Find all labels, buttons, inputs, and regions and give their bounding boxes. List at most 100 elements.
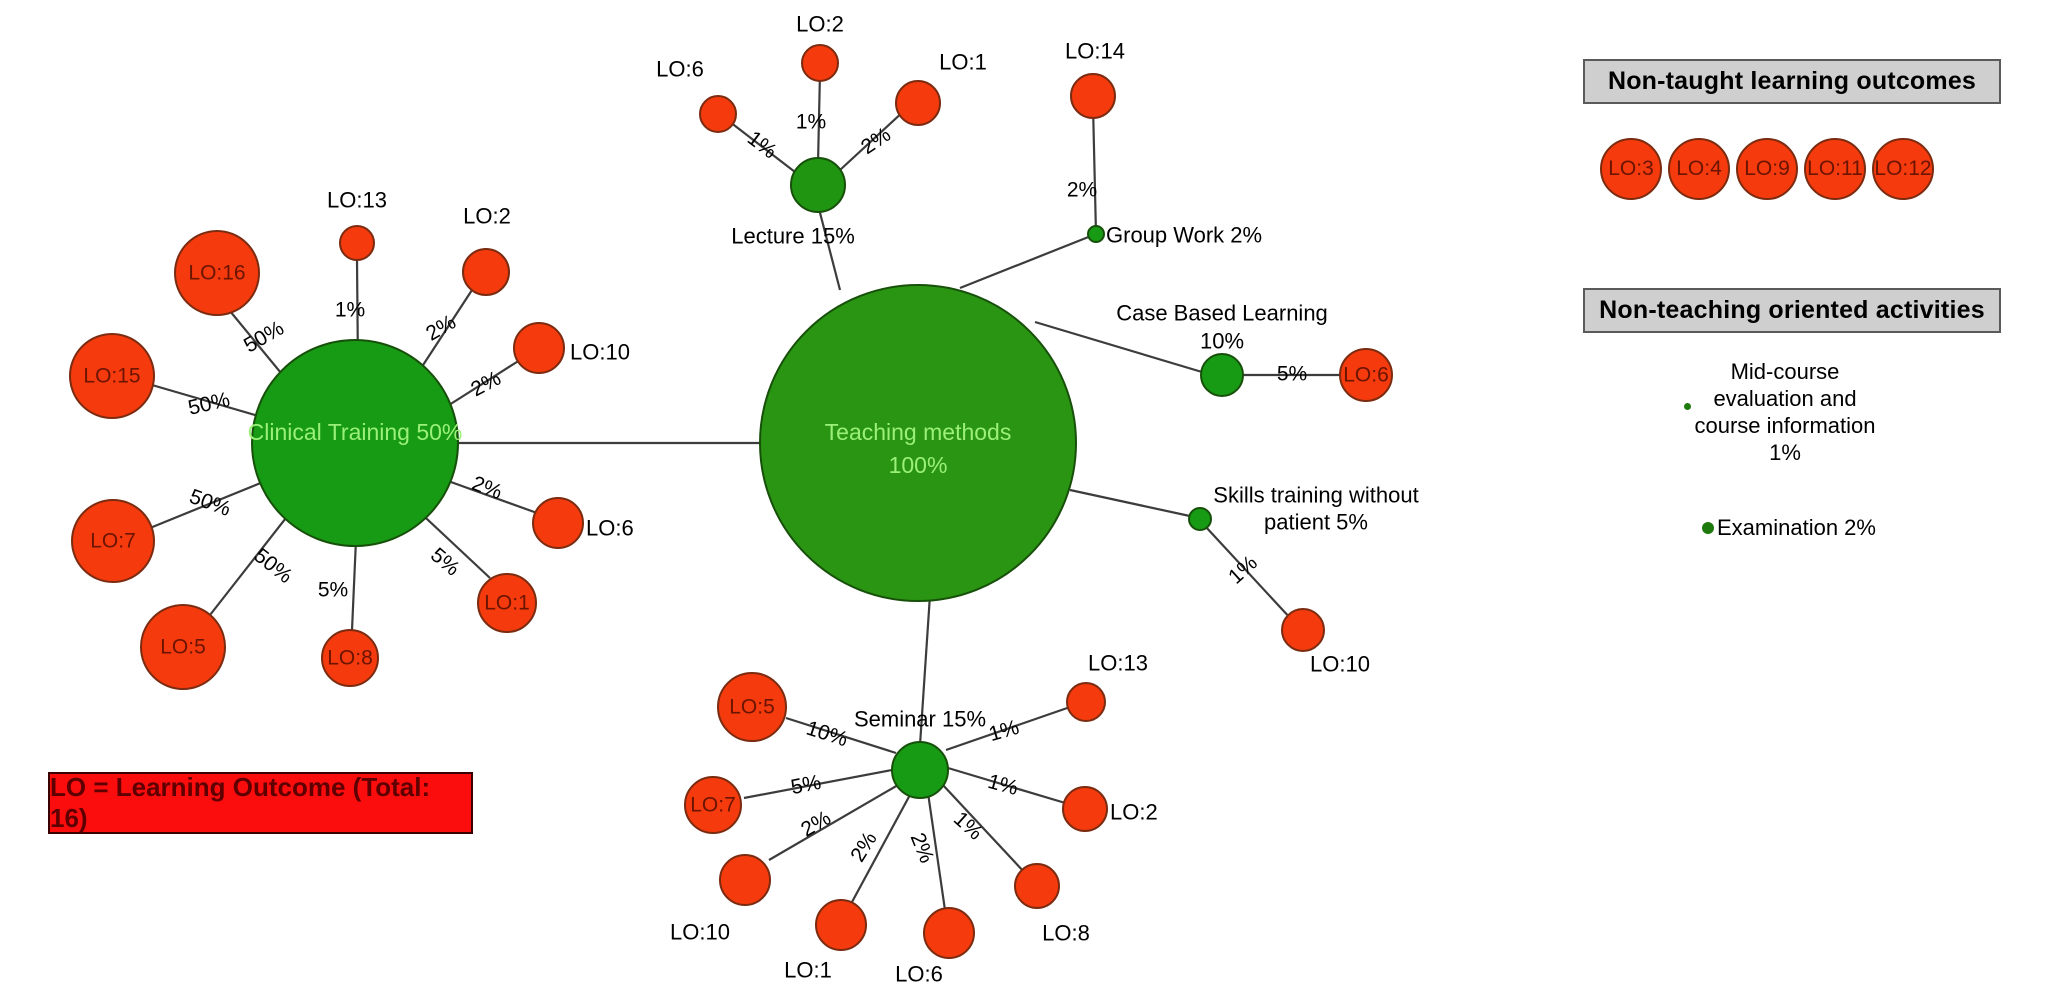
lo-node-clinical-lo13[interactable] bbox=[339, 225, 375, 261]
lo-node-seminar-lo13[interactable] bbox=[1066, 682, 1106, 722]
lo-node-skills-lo10[interactable] bbox=[1281, 608, 1325, 652]
edge-teaching-casebased bbox=[1034, 320, 1213, 377]
lo-node-casebased-lo6[interactable]: LO:6 bbox=[1339, 348, 1393, 402]
hub-label-seminar: Seminar 15% bbox=[854, 707, 986, 732]
edge-pct-clinical-lo7: 50% bbox=[186, 485, 233, 521]
edge-pct-seminar-lo1: 2% bbox=[846, 828, 882, 866]
hub-label-teaching-methods-line2: 100% bbox=[889, 452, 948, 478]
edge-clinical-lo6 bbox=[436, 475, 538, 515]
legend-activity-midcourse: Mid-course evaluation and course informa… bbox=[1660, 358, 1910, 466]
lo-node-lecture-lo1[interactable] bbox=[895, 80, 941, 126]
edge-pct-seminar-lo8: 1% bbox=[949, 807, 987, 844]
edge-group-other bbox=[1091, 104, 1340, 621]
midcourse-dot-icon bbox=[1684, 403, 1691, 410]
lo-label-seminar-lo2: LO:2 bbox=[1110, 800, 1158, 825]
lo-node-clinical-lo8[interactable]: LO:8 bbox=[321, 629, 379, 687]
hub-seminar[interactable]: Seminar 15% bbox=[854, 707, 986, 799]
edge-seminar-lo5 bbox=[785, 716, 897, 755]
lo-node-clinical-lo10[interactable] bbox=[513, 322, 565, 374]
legend-lo-chip[interactable]: LO:12 bbox=[1872, 138, 1934, 200]
lo-node-clinical-lo6[interactable] bbox=[532, 497, 584, 549]
hub-label-lecture: Lecture 15% bbox=[731, 224, 855, 249]
lo-node-seminar-lo2[interactable] bbox=[1062, 786, 1108, 832]
edge-lecture-lo2 bbox=[816, 71, 822, 165]
lo-node-clinical-lo16[interactable]: LO:16 bbox=[174, 230, 260, 316]
edge-teaching-lecture bbox=[816, 204, 842, 291]
midcourse-line1: Mid-course bbox=[1730, 359, 1840, 384]
edge-seminar-lo10 bbox=[768, 784, 899, 861]
hub-clinical-training[interactable]: Clinical Training 50% bbox=[248, 339, 463, 547]
lo-label-seminar-lo13: LO:13 bbox=[1088, 651, 1148, 676]
lo-label-clinical-lo10: LO:10 bbox=[570, 340, 630, 365]
legend-non-taught-title: Non-taught learning outcomes bbox=[1583, 59, 2001, 104]
edge-pct-clinical-lo15: 50% bbox=[186, 388, 232, 420]
edge-teaching-groupwork bbox=[959, 232, 1097, 290]
hub-label-clinical-training: Clinical Training 50% bbox=[248, 419, 463, 445]
legend-activity-examination: Examination 2% bbox=[1702, 515, 1876, 541]
lo-node-groupwork-lo14[interactable] bbox=[1070, 73, 1116, 119]
edge-pct-seminar-lo10: 2% bbox=[797, 806, 835, 841]
edge-skills-lo10 bbox=[1204, 525, 1293, 621]
edge-pct-lecture-lo1: 2% bbox=[857, 123, 895, 159]
edge-seminar-lo13 bbox=[945, 704, 1074, 752]
lo-node-clinical-lo15[interactable]: LO:15 bbox=[69, 333, 155, 419]
legend-lo-chip[interactable]: LO:11 bbox=[1804, 138, 1866, 200]
hub-case-based-learning[interactable]: Case Based Learning 10% bbox=[1116, 301, 1328, 397]
lo-node-lecture-lo6[interactable] bbox=[699, 95, 737, 133]
edge-pct-seminar-lo5: 10% bbox=[803, 717, 850, 752]
edge-clinical-lo15 bbox=[151, 383, 263, 419]
legend-lo-chip[interactable]: LO:4 bbox=[1668, 138, 1730, 200]
hub-label-skills-line1: Skills training without bbox=[1213, 483, 1418, 508]
lo-node-seminar-lo7[interactable]: LO:7 bbox=[684, 776, 742, 834]
lo-label-clinical-lo13: LO:13 bbox=[327, 188, 387, 213]
lo-label-seminar-lo5: LO:5 bbox=[729, 696, 775, 719]
lo-node-lecture-lo2[interactable] bbox=[801, 44, 839, 82]
legend-lo-chip[interactable]: LO:9 bbox=[1736, 138, 1798, 200]
hub-group-work[interactable]: Group Work 2% bbox=[1087, 223, 1262, 248]
lo-node-clinical-lo5[interactable]: LO:5 bbox=[140, 604, 226, 690]
lo-node-seminar-lo6[interactable] bbox=[923, 907, 975, 959]
edge-clinical-lo10 bbox=[437, 359, 521, 413]
hub-lecture[interactable]: Lecture 15% bbox=[731, 157, 855, 249]
edge-seminar-lo7 bbox=[743, 768, 893, 800]
edge-group-root bbox=[455, 204, 1213, 746]
edge-pct-groupwork-lo14: 2% bbox=[1067, 179, 1097, 202]
hub-skills-training[interactable]: Skills training without patient 5% bbox=[1188, 483, 1419, 535]
lo-label-skills-lo10: LO:10 bbox=[1310, 652, 1370, 677]
lo-label-seminar-lo1: LO:1 bbox=[784, 958, 832, 983]
lo-label-seminar-lo6: LO:6 bbox=[895, 962, 943, 987]
lo-node-seminar-lo1[interactable] bbox=[815, 899, 867, 951]
edge-pct-clinical-lo13: 1% bbox=[335, 299, 365, 322]
lo-label-clinical-lo1: LO:1 bbox=[484, 592, 530, 615]
lo-node-seminar-lo5[interactable]: LO:5 bbox=[717, 672, 787, 742]
lo-label-seminar-lo7: LO:7 bbox=[690, 794, 736, 817]
lo-label-lecture-lo6: LO:6 bbox=[656, 57, 704, 82]
edge-pct-casebased-lo6: 5% bbox=[1277, 363, 1307, 386]
lo-label-clinical-lo6: LO:6 bbox=[586, 516, 634, 541]
lo-node-clinical-lo1[interactable]: LO:1 bbox=[477, 573, 537, 633]
hub-label-case-based-line1: Case Based Learning bbox=[1116, 301, 1328, 326]
lo-label-clinical-lo5: LO:5 bbox=[160, 636, 206, 659]
lo-label-lecture-lo1: LO:1 bbox=[939, 50, 987, 75]
lo-node-seminar-lo10[interactable] bbox=[719, 854, 771, 906]
edge-seminar-lo6 bbox=[926, 792, 947, 911]
lo-label-lecture-lo2: LO:2 bbox=[796, 12, 844, 37]
edge-lecture-lo1 bbox=[839, 109, 906, 171]
hub-teaching-methods[interactable]: Teaching methods 100% bbox=[759, 284, 1077, 602]
lo-label-groupwork-lo14: LO:14 bbox=[1065, 39, 1125, 64]
lo-label-clinical-lo2: LO:2 bbox=[463, 204, 511, 229]
edge-groupwork-lo14 bbox=[1091, 104, 1098, 235]
lo-node-clinical-lo2[interactable] bbox=[462, 248, 510, 296]
lo-label-seminar-lo10: LO:10 bbox=[670, 920, 730, 945]
edge-pct-clinical-lo10: 2% bbox=[467, 367, 505, 402]
edge-pct-lecture-lo2: 1% bbox=[796, 111, 826, 134]
midcourse-line4: 1% bbox=[1769, 440, 1801, 465]
lo-node-seminar-lo8[interactable] bbox=[1014, 863, 1060, 909]
legend-lo-chip[interactable]: LO:3 bbox=[1600, 138, 1662, 200]
edge-seminar-lo1 bbox=[851, 792, 912, 903]
hub-label-teaching-methods-line1: Teaching methods bbox=[825, 419, 1012, 445]
lo-node-clinical-lo7[interactable]: LO:7 bbox=[71, 499, 155, 583]
examination-label: Examination 2% bbox=[1717, 515, 1876, 540]
